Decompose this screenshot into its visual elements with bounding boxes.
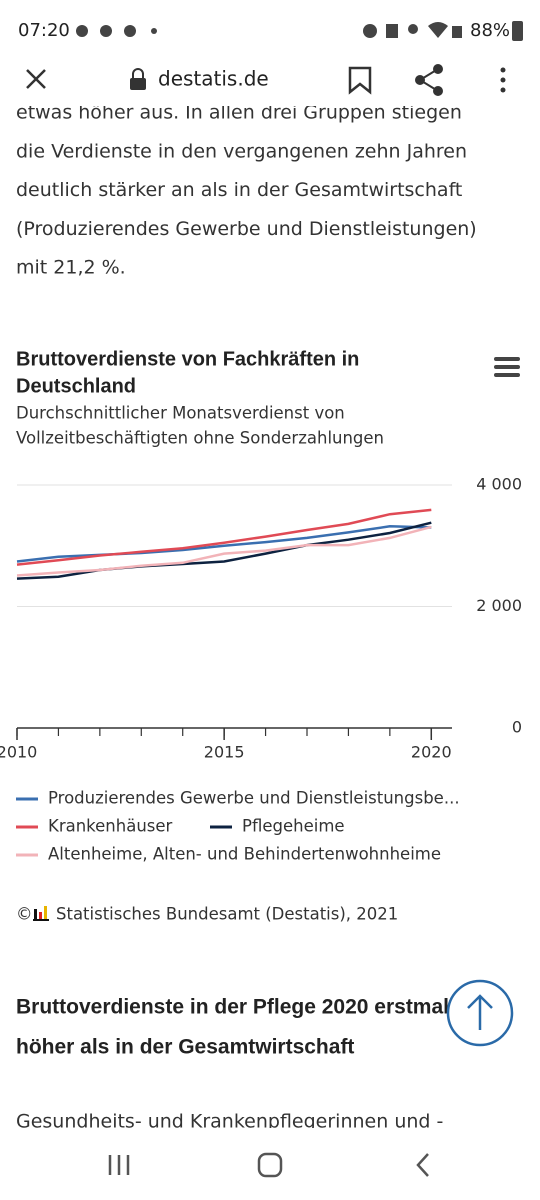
article: etwas höher aus. In allen drei Gruppen s…: [16, 102, 477, 279]
content-inner: etwas höher aus. In allen drei Gruppen s…: [0, 102, 522, 1133]
legend-label: Krankenhäuser: [48, 817, 173, 836]
series-line: [16, 508, 432, 566]
menu-bar: [494, 365, 520, 369]
legend-item[interactable]: Altenheime, Alten- und Behindertenwohnhe…: [16, 845, 441, 864]
lock-icon: [130, 68, 146, 90]
content: etwas höher aus. In allen drei Gruppen s…: [0, 102, 522, 1133]
url[interactable]: destatis.de: [158, 67, 269, 91]
chart-subtitle: Vollzeitbeschäftigten ohne Sonderzahlung…: [16, 429, 384, 448]
legend-item[interactable]: Krankenhäuser: [16, 817, 173, 836]
series-line: [16, 521, 432, 580]
legend-label: Produzierendes Gewerbe und Dienstleistun…: [48, 789, 460, 808]
paragraph-line: die Verdienste in den vergangenen zehn J…: [16, 140, 467, 162]
paragraph-line: mit 21,2 %.: [16, 257, 126, 279]
status-bar: [0, 0, 540, 60]
home-button[interactable]: [257, 1152, 283, 1178]
chart-subtitle: Durchschnittlicher Monatsverdienst von: [16, 404, 345, 423]
series-line: [16, 525, 432, 577]
destatis-logo: [33, 906, 49, 921]
menu-bar: [494, 373, 520, 377]
share-button[interactable]: [415, 64, 443, 96]
series-line: [16, 525, 432, 563]
status-time: 07:20: [18, 20, 70, 41]
chart: Bruttoverdienste von Fachkräften in Deuts…: [0, 348, 522, 923]
logo-bar: [34, 909, 37, 919]
heading-line: Bruttoverdienste in der Pflege 2020 erst…: [16, 996, 461, 1019]
paragraph-line: deutlich stärker an als in der Gesamtwir…: [16, 179, 462, 201]
paragraph-line: etwas höher aus. In allen drei Gruppen s…: [16, 102, 462, 124]
bookmark-button[interactable]: [348, 66, 372, 95]
legend-item[interactable]: Pflegeheime: [210, 817, 345, 836]
legend-item[interactable]: Produzierendes Gewerbe und Dienstleistun…: [16, 789, 460, 808]
recent-apps-button[interactable]: [108, 1155, 130, 1175]
paragraph-line: Gesundheits- und Krankenpflegerinnen und…: [16, 1111, 443, 1133]
logo-bar: [39, 912, 42, 919]
heading-line: höher als in der Gesamtwirtschaft: [16, 1036, 354, 1059]
x-tick-label: 2015: [204, 743, 245, 762]
paragraph-line: (Produzierendes Gewerbe und Dienstleistu…: [16, 218, 477, 240]
logo-base: [33, 919, 49, 921]
y-tick-label: 0: [512, 718, 522, 737]
chart-title: Bruttoverdienste von Fachkräften in: [16, 348, 359, 370]
y-tick-label: 2 000: [476, 596, 522, 615]
back-button[interactable]: [416, 1153, 429, 1177]
credit-symbol: ©: [16, 905, 33, 924]
chart-menu-button[interactable]: [494, 357, 520, 377]
x-tick-label: 2010: [0, 743, 37, 762]
status-icons: [76, 21, 523, 41]
logo-bar: [44, 906, 47, 919]
battery-level: 88%: [470, 20, 510, 41]
credit: Statistisches Bundesamt (Destatis), 2021: [56, 905, 398, 924]
nav-bar: [0, 1130, 540, 1200]
y-tick-label: 4 000: [476, 475, 522, 494]
x-tick-label: 2020: [411, 743, 452, 762]
menu-bar: [494, 357, 520, 361]
browser-bar: [0, 60, 540, 106]
scroll-top-button[interactable]: [446, 979, 514, 1047]
chart-title: Deutschland: [16, 375, 136, 397]
close-button[interactable]: [26, 69, 46, 89]
legend-label: Altenheime, Alten- und Behindertenwohnhe…: [48, 845, 441, 864]
menu-button[interactable]: [500, 67, 506, 93]
legend-label: Pflegeheime: [242, 817, 345, 836]
